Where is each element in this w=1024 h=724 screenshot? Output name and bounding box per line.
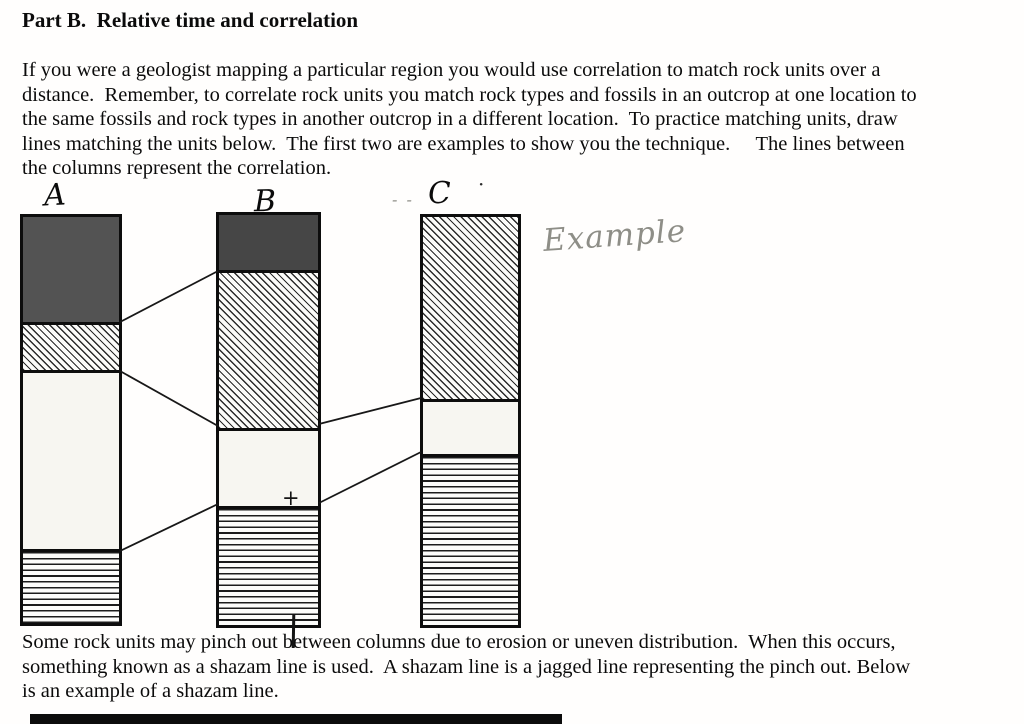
unit-diagonal-hatch <box>23 322 119 370</box>
intro-line: distance. Remember, to correlate rock un… <box>22 83 917 106</box>
correlation-line <box>318 397 422 425</box>
footer-line: something known as a shazam line is used… <box>22 655 911 678</box>
column-label-c: C <box>427 175 452 212</box>
strat-column-a <box>20 214 122 626</box>
unit-horizontal-beds <box>219 506 318 625</box>
column-label-b: B <box>253 183 277 220</box>
pencil-dashes: - - <box>392 190 414 209</box>
footer-line: Some rock units may pinch out between co… <box>22 631 896 653</box>
unit-light-massive <box>423 399 518 454</box>
intro-line: If you were a geologist mapping a partic… <box>22 59 881 81</box>
pencil-dot: · <box>478 172 485 196</box>
unit-horizontal-beds <box>23 549 119 623</box>
shazam-example-top-edge <box>30 714 562 724</box>
unit-dark-shale <box>23 217 119 322</box>
unit-light-massive <box>219 428 318 506</box>
section-heading: Part B. Relative time and correlation <box>22 8 359 32</box>
column-label-a: A <box>43 177 67 214</box>
correlation-line <box>119 270 219 323</box>
correlation-line <box>119 370 219 427</box>
unit-light-massive <box>23 370 119 549</box>
correlation-line <box>119 503 219 552</box>
pencil-plus-mark: + <box>282 486 300 510</box>
unit-dark-shale <box>219 215 318 270</box>
unit-horizontal-beds <box>423 454 518 625</box>
intro-line: the same fossils and rock types in anoth… <box>22 108 898 130</box>
strat-column-b <box>216 212 321 628</box>
correlation-line <box>318 451 422 504</box>
footer-paragraph: Some rock units may pinch out between co… <box>22 630 1012 704</box>
unit-diagonal-hatch <box>219 270 318 428</box>
intro-line: the columns represent the correlation. <box>22 157 332 179</box>
strat-column-c <box>420 214 521 628</box>
unit-diagonal-hatch <box>423 217 518 399</box>
intro-line: lines matching the units below. The firs… <box>22 132 905 155</box>
footer-line: is an example of a shazam line. <box>22 680 279 702</box>
intro-paragraph: If you were a geologist mapping a partic… <box>22 58 1012 181</box>
example-annotation: Example <box>541 213 688 259</box>
